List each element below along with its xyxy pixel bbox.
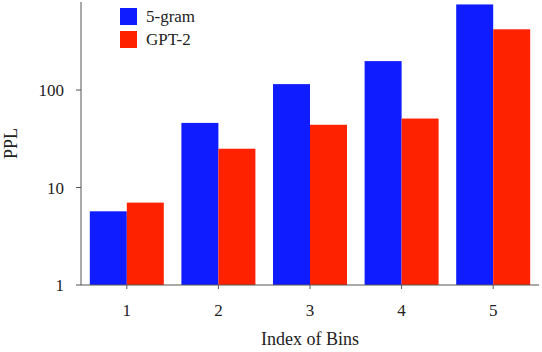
bar bbox=[90, 211, 127, 285]
y-tick-label: 1 bbox=[56, 276, 65, 295]
x-tick bbox=[126, 285, 127, 289]
bar bbox=[181, 123, 218, 285]
x-tick bbox=[401, 285, 402, 289]
x-tick bbox=[310, 285, 311, 289]
x-tick-label: 1 bbox=[123, 301, 132, 320]
bar bbox=[365, 61, 402, 285]
legend-swatch bbox=[120, 31, 137, 48]
legend-label: GPT-2 bbox=[146, 30, 191, 49]
bar bbox=[456, 4, 493, 285]
bar bbox=[402, 119, 439, 285]
y-axis bbox=[81, 2, 82, 285]
y-tick bbox=[76, 90, 81, 91]
bars bbox=[90, 4, 530, 285]
x-tick-label: 3 bbox=[306, 301, 315, 320]
bar bbox=[310, 125, 347, 285]
y-tick-label: 10 bbox=[47, 179, 64, 198]
bar bbox=[127, 203, 164, 285]
legend-swatch bbox=[120, 8, 137, 25]
y-tick bbox=[76, 187, 81, 188]
y-axis-label: PPL bbox=[1, 128, 21, 159]
chart: 1 10 100 1 2 3 4 5 Index of Bins PPL 5-gram GPT-2 bbox=[0, 0, 542, 352]
legend-label: 5-gram bbox=[146, 7, 195, 26]
x-axis-label: Index of Bins bbox=[261, 329, 359, 349]
x-tick bbox=[218, 285, 219, 289]
bar bbox=[218, 149, 255, 285]
x-tick-label: 2 bbox=[214, 301, 223, 320]
y-tick-label: 100 bbox=[39, 81, 65, 100]
y-tick bbox=[76, 285, 81, 286]
bar bbox=[273, 84, 310, 285]
x-tick bbox=[493, 285, 494, 289]
x-tick-label: 5 bbox=[489, 301, 498, 320]
x-tick-label: 4 bbox=[397, 301, 406, 320]
bar bbox=[493, 29, 530, 285]
